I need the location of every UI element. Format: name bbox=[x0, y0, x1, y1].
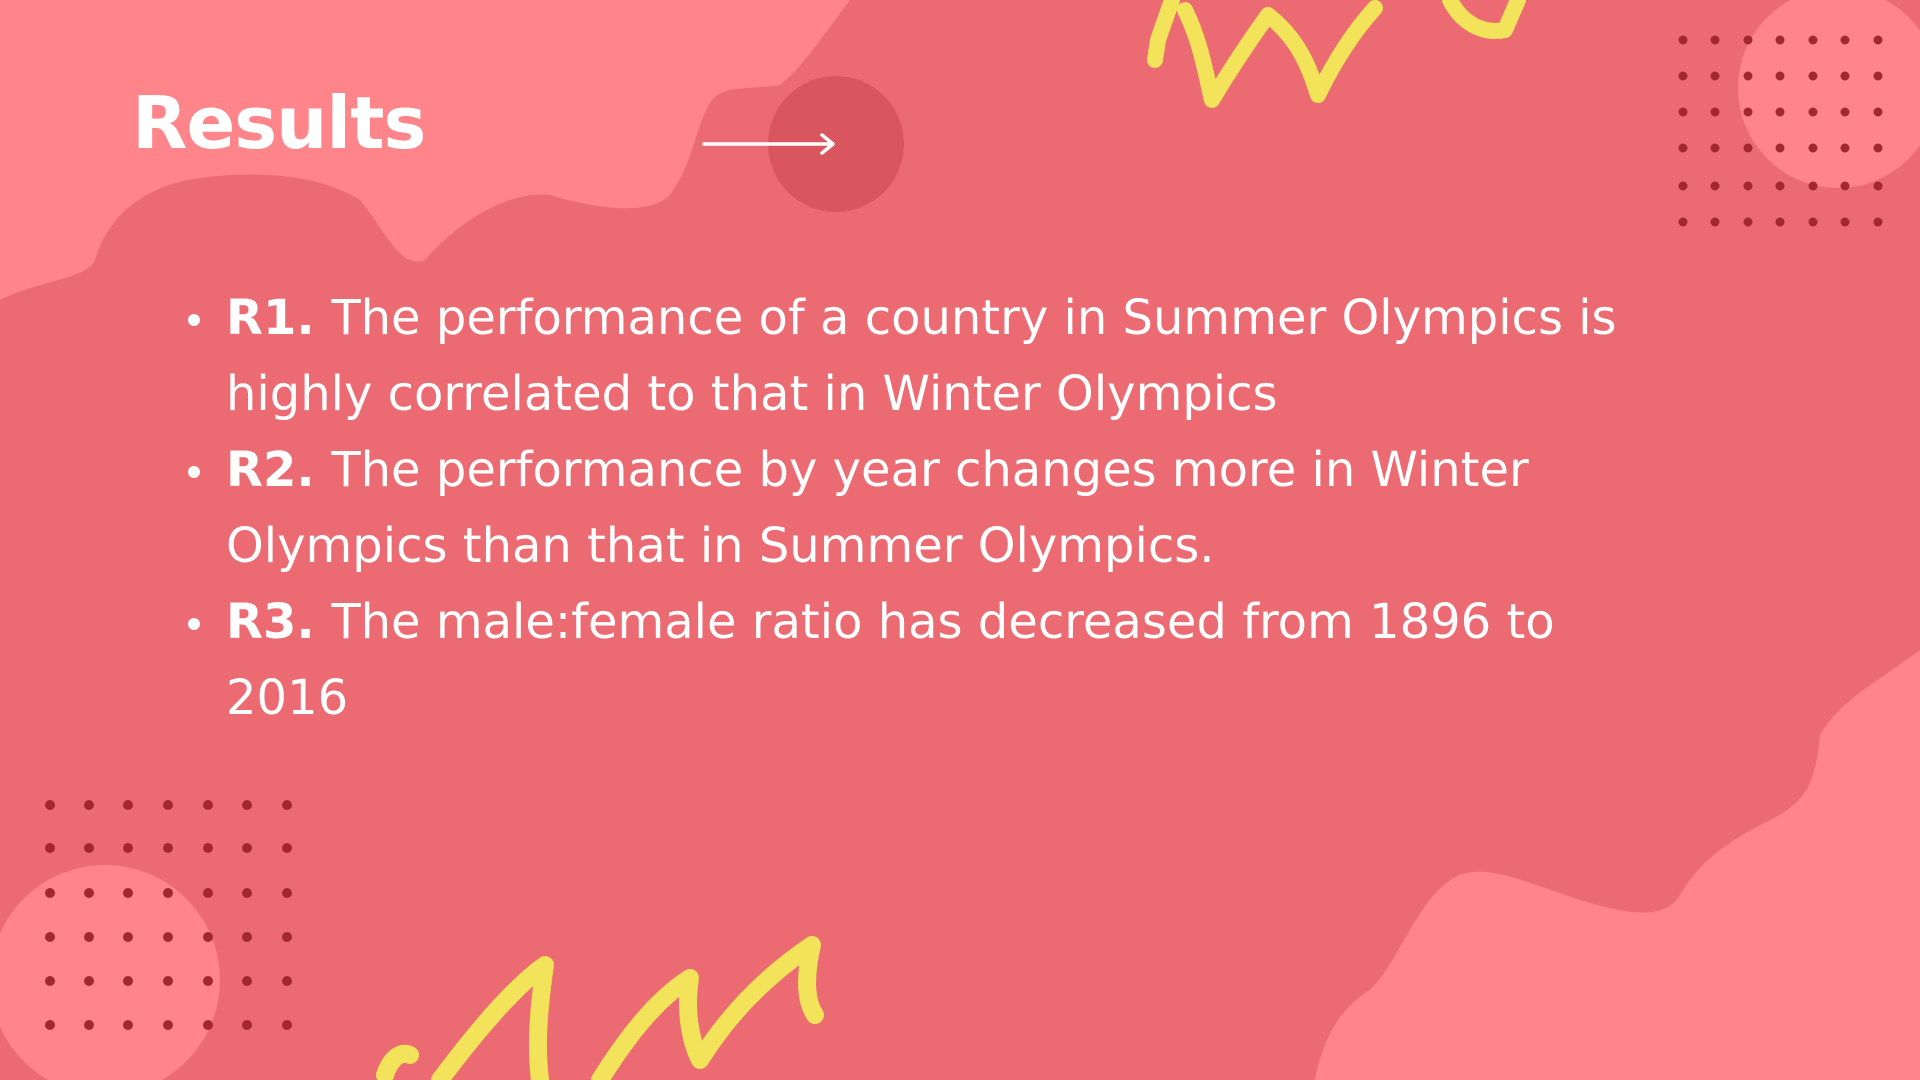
result-text: The male:female ratio has decreased from… bbox=[226, 594, 1555, 726]
results-list: R1. The performance of a country in Summ… bbox=[180, 280, 1680, 736]
arrow-backdrop-circle bbox=[768, 76, 904, 212]
bottom-left-circle bbox=[0, 865, 220, 1080]
result-code: R3. bbox=[226, 594, 332, 650]
result-item-r3: R3. The male:female ratio has decreased … bbox=[180, 584, 1680, 736]
bottom-scribble bbox=[376, 936, 824, 1080]
bullet-icon bbox=[188, 618, 200, 630]
top-left-blob bbox=[0, 0, 850, 300]
bullet-icon bbox=[188, 466, 200, 478]
right-arrow-icon bbox=[702, 133, 835, 155]
result-item-r1: R1. The performance of a country in Summ… bbox=[180, 280, 1680, 432]
result-code: R1. bbox=[226, 290, 332, 346]
bullet-icon bbox=[188, 314, 200, 326]
result-text: The performance by year changes more in … bbox=[226, 442, 1529, 574]
page-title: Results bbox=[132, 81, 426, 165]
top-right-dot-grid bbox=[1678, 35, 1883, 227]
result-text: The performance of a country in Summer O… bbox=[226, 290, 1617, 422]
result-code: R2. bbox=[226, 442, 332, 498]
result-item-r2: R2. The performance by year changes more… bbox=[180, 432, 1680, 584]
top-right-circle bbox=[1738, 0, 1920, 188]
top-scribble bbox=[1147, 0, 1526, 108]
bottom-right-blob bbox=[1315, 650, 1920, 1080]
bottom-left-dot-grid bbox=[45, 800, 292, 1030]
